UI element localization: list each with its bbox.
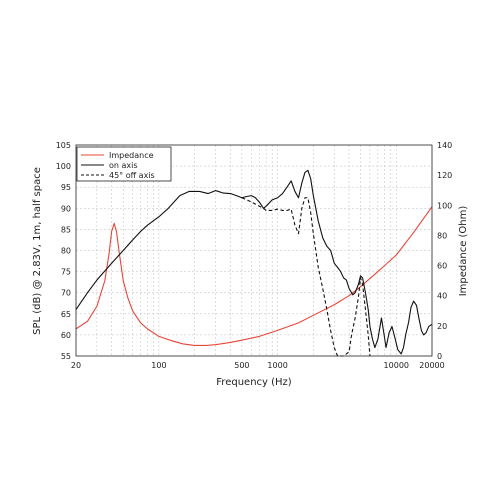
series-impedance <box>75 206 433 346</box>
legend: Impedance on axis 45° off axis <box>76 146 172 182</box>
series-layer <box>75 169 433 357</box>
y-left-tick-label: 100 <box>56 162 71 171</box>
y-left-tick-label: 75 <box>61 268 71 277</box>
y-left-tick-label: 95 <box>61 183 71 192</box>
series-off-axis <box>241 197 371 357</box>
y-left-tick-label: 105 <box>56 141 71 150</box>
x-tick-label: 1000 <box>267 361 287 370</box>
plot-frame <box>75 144 433 357</box>
y-axis-left-label: SPL (dB) @ 2.83V, 1m, half space <box>32 167 43 335</box>
x-tick-label: 20 <box>71 361 81 370</box>
y-left-tick-label: 85 <box>61 225 71 234</box>
series-on-axis <box>75 169 433 355</box>
tick-labels: 20 100 500 1000 10000 20000556065707580859095… <box>56 141 453 370</box>
x-axis-label: Frequency (Hz) <box>216 377 292 388</box>
legend-entry-off-axis: 45° off axis <box>109 171 155 180</box>
y-left-tick-label: 80 <box>61 247 71 256</box>
y-left-tick-label: 90 <box>61 204 71 213</box>
x-tick-label: 10000 <box>384 361 409 370</box>
legend-entry-impedance: Impedance <box>109 151 154 160</box>
x-tick-label: 100 <box>151 361 166 370</box>
y-left-tick-label: 65 <box>61 310 71 319</box>
x-tick-label: 500 <box>234 361 249 370</box>
y-right-tick-label: 120 <box>437 171 452 180</box>
y-right-tick-label: 100 <box>437 201 452 210</box>
y-right-tick-label: 20 <box>437 322 447 331</box>
y-left-tick-label: 60 <box>61 331 71 340</box>
y-right-tick-label: 140 <box>437 141 452 150</box>
y-right-tick-label: 60 <box>437 262 447 271</box>
y-right-tick-label: 0 <box>437 352 442 361</box>
y-right-tick-label: 40 <box>437 292 447 301</box>
y-left-tick-label: 55 <box>61 352 71 361</box>
y-left-tick-label: 70 <box>61 289 71 298</box>
legend-entry-on-axis: on axis <box>109 161 138 170</box>
x-tick-label: 20000 <box>419 361 444 370</box>
y-right-tick-label: 80 <box>437 231 447 240</box>
grid <box>76 145 432 356</box>
y-axis-right-label: Impedance (Ohm) <box>458 206 469 297</box>
